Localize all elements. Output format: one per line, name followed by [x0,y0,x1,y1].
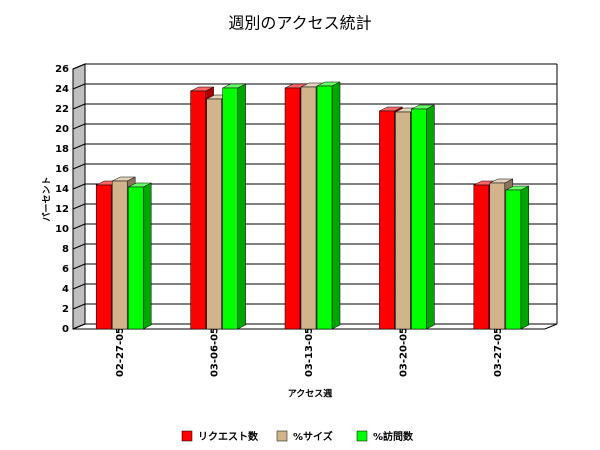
bar-front [95,184,112,330]
bar [411,104,435,330]
y-tick-label: 20 [55,124,69,135]
tick-mark [72,323,86,330]
tick-mark [72,303,86,310]
y-tick-label: 12 [55,204,69,215]
bar [127,182,152,330]
y-tick-label: 22 [55,104,69,115]
tick-mark [72,283,86,290]
tick-mark [72,203,86,210]
chart-title: 週別のアクセス統計 [228,14,371,33]
x-tick-label: 03-13-05 [304,327,315,377]
tick-mark [72,123,86,130]
bar-side [426,104,435,330]
bar [222,83,246,330]
tick-mark [72,243,86,250]
tick-mark [72,63,86,70]
tick-mark [72,103,86,110]
y-tick-label: 18 [55,144,69,155]
bar-side [331,81,341,330]
bar-front [316,85,333,330]
y-tick-label: 10 [55,224,69,235]
tick-mark [72,143,86,150]
bar-front [379,110,395,330]
bar-front [284,87,301,330]
x-axis-label: アクセス週 [288,389,334,400]
x-tick-label: 03-27-05 [493,327,504,377]
y-tick-label: 26 [55,64,69,75]
y-tick-label: 16 [55,164,69,175]
y-tick-label: 8 [62,244,69,255]
legend-label: %訪問数 [373,430,414,443]
bar-front [300,86,317,330]
y-tick-label: 0 [62,324,69,335]
legend-swatch [181,430,193,442]
left-wall [72,63,86,330]
tick-mark [72,163,86,170]
bar-front [505,189,522,330]
y-tick-label: 4 [62,284,69,295]
x-tick-label: 03-06-05 [210,327,221,377]
tick-mark [72,183,86,190]
x-tick-label: 02-27-05 [115,327,126,377]
tick-mark [72,263,86,270]
bar-front [489,182,506,330]
bar-side [142,182,152,330]
bar-front [127,186,144,330]
bar-front [395,111,411,330]
tick-mark [72,83,86,90]
bar-front [222,87,238,330]
y-tick-label: 2 [62,304,69,315]
bar-side [237,83,246,330]
x-tick-label: 03-20-05 [398,327,409,377]
legend-swatch [276,430,288,442]
bar-front [473,184,490,330]
bar-front [411,108,427,330]
bar-front [206,98,222,330]
tick-mark [72,223,86,230]
y-tick-label: 14 [55,184,69,195]
bar-front [111,180,128,330]
legend-swatch [356,430,368,442]
bar [316,81,341,330]
bar [505,185,530,330]
y-tick-label: 24 [55,84,69,95]
y-axis-label: パーセント [41,176,53,221]
y-tick-label: 6 [62,264,69,275]
legend-label: リクエスト数 [198,430,259,443]
bar-front [190,90,206,330]
legend-label: %サイズ [293,430,333,443]
bar-side [520,185,530,330]
